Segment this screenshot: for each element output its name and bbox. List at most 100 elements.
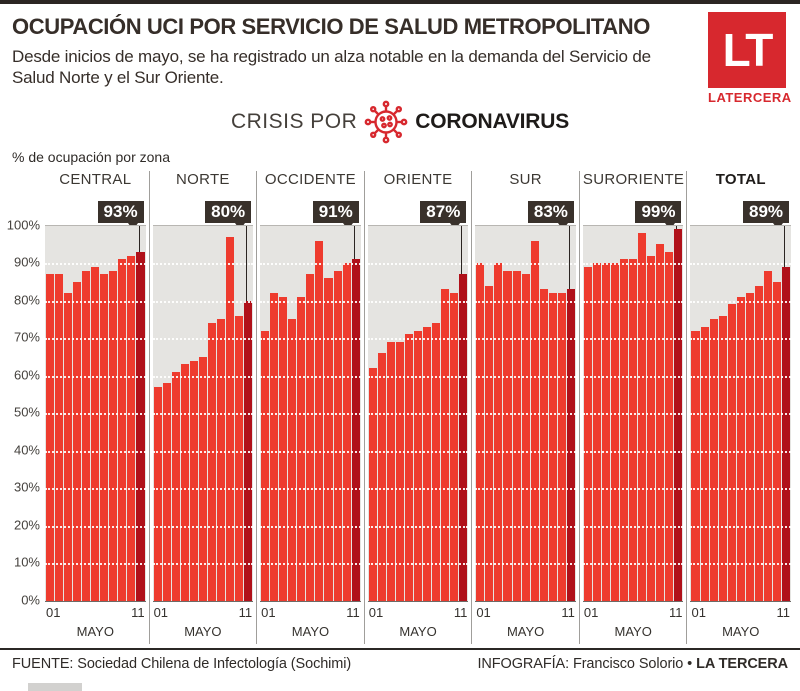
badge-pointer-line (676, 225, 678, 230)
bar (592, 263, 601, 601)
y-tick-label: 50% (13, 404, 40, 420)
final-value-badge: 80% (205, 200, 252, 230)
banner-bold-text: CORONAVIRUS (415, 109, 570, 133)
logo-caption: LATERCERA (708, 90, 792, 105)
chart-panel-occidente: OCCIDENTE 91% 01 11 MAYO (256, 170, 364, 644)
badge-pointer-line (568, 225, 570, 290)
panel-title: SURORIENTE (582, 170, 685, 188)
bar (745, 293, 754, 601)
x-axis-month-label: MAYO (506, 623, 545, 639)
badge-pointer-line (784, 225, 786, 267)
chart-panel-total: TOTAL 89% 01 11 MAYO (686, 170, 794, 644)
final-value-badge: 99% (635, 200, 682, 230)
bar (198, 356, 207, 601)
x-tick-last: 11 (238, 604, 253, 620)
chart-panel-oriente: ORIENTE 87% 01 11 MAYO (363, 170, 472, 644)
y-tick-label: 20% (13, 517, 40, 532)
bar (55, 274, 64, 601)
bar (557, 293, 566, 601)
page-subtitle: Desde inicios de mayo, se ha registrado … (12, 47, 651, 88)
x-tick-first: 01 (691, 604, 706, 620)
section-banner: CRISIS POR CORONAVIRUS (0, 99, 800, 145)
x-tick-last: 11 (776, 604, 791, 620)
x-axis-labels: 01 11 (368, 602, 469, 622)
chart-panel-sur: SUR 83% 01 11 MAYO (471, 170, 579, 644)
bar (548, 293, 557, 601)
x-tick-first: 01 (153, 604, 169, 620)
y-tick-label: 10% (13, 554, 40, 570)
bar (306, 274, 315, 601)
virus-icon (364, 100, 408, 143)
bar (180, 364, 189, 601)
y-tick-label: 90% (13, 254, 40, 270)
bar (91, 266, 100, 601)
bar (261, 330, 270, 601)
y-tick-label: 70% (13, 329, 40, 345)
bar (494, 263, 503, 601)
bar (377, 353, 386, 601)
bar (64, 293, 73, 601)
bar (288, 319, 297, 601)
x-tick-first: 01 (261, 604, 276, 620)
y-tick-label: 40% (13, 442, 40, 457)
credit-brand: LA TERCERA (696, 655, 788, 672)
plot-area (45, 224, 146, 602)
plot-area (367, 224, 469, 602)
final-value-badge: 93% (97, 200, 144, 230)
y-tick-label: 80% (13, 292, 40, 307)
bar (432, 323, 441, 601)
x-tick-last: 11 (561, 604, 575, 620)
bar (207, 323, 216, 601)
bar (441, 289, 450, 601)
bar-final (674, 229, 683, 601)
y-tick-label: 100% (6, 217, 40, 232)
bars-group (368, 226, 468, 601)
la-tercera-logo: LT LATERCERA (708, 12, 792, 105)
small-multiples-chart: 100% 90% 80% 70% 60% 50% 40% 30% 20% 10% 0% CENTRA… (4, 170, 794, 644)
bar-final (566, 289, 575, 601)
chart-panel-central: CENTRAL 93% 01 11 MAYO (42, 171, 149, 644)
bar (404, 334, 413, 601)
bar (46, 274, 55, 601)
chart-panel-norte: NORTE 80% 01 11 MAYO (148, 170, 257, 644)
final-value-badge: 91% (312, 200, 359, 230)
x-tick-first: 01 (46, 604, 61, 620)
bar (620, 259, 629, 601)
bar (583, 266, 592, 601)
bars-group (261, 226, 360, 601)
bar (727, 304, 736, 601)
bar (109, 270, 118, 601)
panel-title: SUR (509, 170, 542, 188)
bar (100, 274, 109, 601)
y-tick-label: 60% (13, 367, 40, 382)
bar (718, 315, 727, 601)
bar-final (781, 266, 790, 601)
badge-row: 87% (368, 193, 469, 230)
bar (521, 274, 530, 601)
bar (395, 341, 404, 601)
y-axis: 100% 90% 80% 70% 60% 50% 40% 30% 20% 10% 0% (4, 171, 42, 644)
bar (691, 330, 700, 601)
bar (368, 368, 377, 601)
bar (736, 296, 745, 601)
bar (423, 326, 432, 601)
x-tick-first: 01 (476, 604, 491, 620)
bar (601, 263, 611, 601)
x-tick-last: 11 (131, 604, 145, 620)
bar (647, 255, 656, 601)
bar (638, 233, 647, 601)
plot-area (475, 224, 576, 602)
bar (754, 285, 763, 601)
bar (333, 270, 342, 601)
bar-final (244, 300, 253, 601)
bar (324, 278, 333, 601)
x-tick-first: 01 (368, 604, 384, 620)
plot-area (152, 224, 254, 602)
lt-logo-icon: LT (708, 12, 786, 88)
bar (118, 259, 127, 601)
badge-row: 93% (45, 193, 146, 230)
chart-panel-suroriente: SURORIENTE 99% 01 11 MAYO (578, 170, 687, 644)
bars-group (691, 226, 790, 601)
bar (189, 360, 198, 601)
bar (270, 293, 279, 601)
